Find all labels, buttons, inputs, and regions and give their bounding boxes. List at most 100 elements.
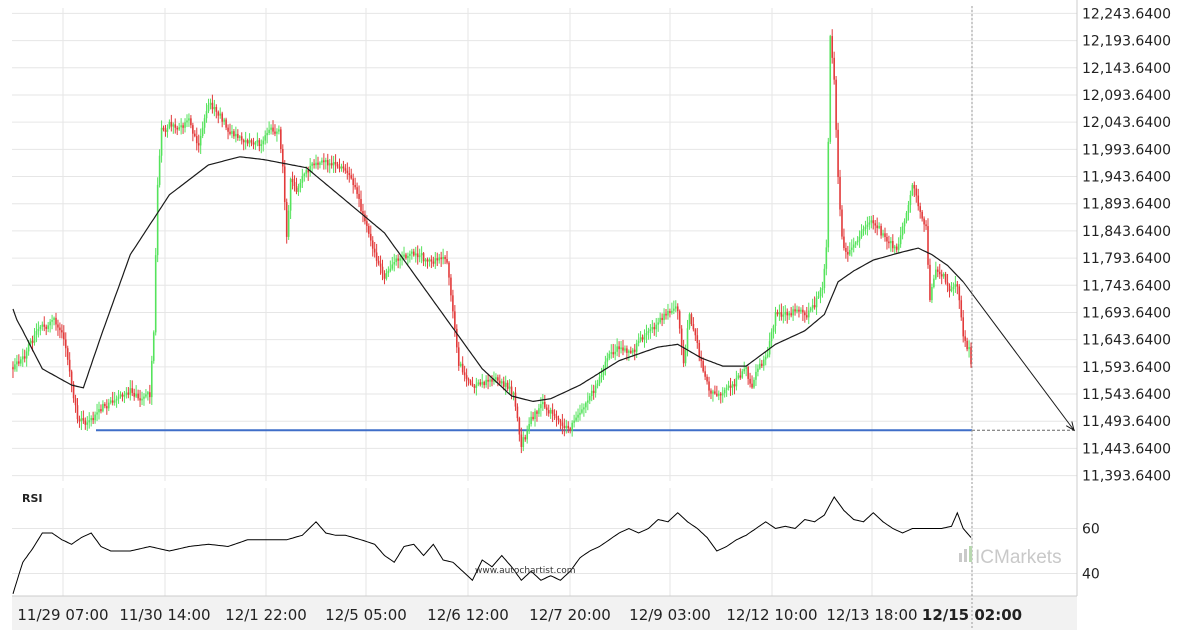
candle-body: [631, 349, 634, 353]
candle-body: [33, 334, 36, 343]
candle-body: [420, 253, 423, 256]
candle-body: [469, 380, 472, 384]
candle-body: [782, 314, 785, 317]
candle-body: [594, 385, 597, 393]
candle-body: [604, 361, 607, 369]
candle-body: [448, 262, 450, 278]
candle-body: [66, 348, 69, 360]
candle-body: [432, 261, 435, 264]
price-tick-label: 11,843.6400: [1082, 224, 1171, 240]
candle-body: [966, 340, 968, 350]
candle-body: [641, 337, 644, 340]
candle-body: [608, 353, 611, 359]
candle-body: [160, 127, 163, 156]
price-tick-label: 11,993.6400: [1082, 142, 1171, 158]
candle-body: [874, 223, 877, 226]
candle-body: [463, 372, 466, 376]
rsi-tick-label: 40: [1082, 567, 1100, 583]
candles-layer: [12, 29, 972, 454]
candle-body: [68, 359, 71, 372]
candle-body: [770, 331, 773, 342]
candle-body: [362, 211, 364, 215]
candle-body: [919, 206, 921, 212]
candle-body: [233, 131, 235, 137]
candle-body: [895, 246, 898, 250]
candle-body: [166, 127, 169, 132]
candle-body: [741, 371, 744, 378]
candle-body: [407, 255, 409, 259]
candle-body: [522, 437, 525, 447]
moving-average-line: [12, 156, 964, 403]
candle-body: [168, 121, 171, 128]
candle-body: [688, 314, 691, 329]
candle-body: [500, 381, 503, 384]
candle-body: [514, 392, 517, 407]
candle-body: [440, 257, 442, 260]
candle-body: [358, 193, 360, 199]
candle-body: [336, 164, 339, 167]
candle-body: [411, 251, 413, 254]
candle-body: [276, 131, 278, 134]
candle-body: [565, 425, 568, 429]
candle-body: [815, 297, 818, 308]
candle-body: [843, 236, 845, 249]
candle-body: [723, 389, 726, 394]
candle-body: [823, 268, 826, 288]
candle-body: [590, 390, 593, 397]
candle-body: [61, 330, 63, 333]
candle-body: [598, 377, 601, 384]
candle-body: [291, 178, 294, 183]
time-tick-label: 12/9 03:00: [629, 606, 711, 624]
candle-body: [477, 382, 480, 385]
candle-body: [12, 367, 14, 370]
candle-body: [862, 229, 865, 232]
candle-body: [244, 140, 247, 143]
price-tick-label: 11,393.6400: [1082, 469, 1171, 485]
candle-body: [690, 314, 693, 325]
candle-body: [221, 113, 223, 122]
candle-body: [839, 177, 841, 210]
candle-body: [145, 394, 147, 397]
candle-body: [360, 198, 362, 212]
candle-body: [456, 328, 458, 348]
candle-body: [152, 332, 155, 361]
svg-text:ICMarkets: ICMarkets: [975, 547, 1062, 568]
candle-body: [86, 422, 89, 425]
candle-body: [944, 273, 947, 283]
candle-body: [76, 405, 79, 420]
candle-body: [890, 241, 892, 244]
candle-body: [950, 288, 953, 292]
candle-body: [119, 394, 122, 397]
candle-body: [92, 418, 94, 421]
candle-body: [213, 107, 216, 110]
candle-body: [888, 241, 890, 244]
candle-body: [698, 342, 701, 357]
candle-body: [620, 347, 622, 350]
candle-body: [659, 317, 661, 323]
candle-body: [475, 384, 478, 388]
candle-body: [567, 425, 570, 429]
candle-body: [917, 195, 920, 207]
candle-body: [281, 149, 284, 167]
candle-body: [53, 317, 55, 320]
candle-body: [262, 140, 265, 145]
candle-body: [180, 125, 182, 128]
candle-body: [80, 418, 83, 422]
candle-body: [303, 173, 306, 176]
candle-body: [827, 141, 830, 248]
candle-body: [354, 184, 356, 188]
candle-body: [454, 311, 456, 329]
candle-body: [393, 262, 396, 265]
candle-body: [549, 409, 552, 414]
candle-body: [929, 264, 931, 301]
candle-body: [954, 284, 957, 287]
candle-body: [149, 392, 151, 398]
candle-body: [796, 309, 798, 312]
candle-body: [968, 347, 970, 350]
candle-body: [272, 127, 274, 132]
candle-body: [158, 155, 161, 185]
candle-body: [882, 233, 884, 236]
candle-body: [104, 403, 106, 407]
candle-body: [315, 162, 317, 166]
candle-body: [209, 102, 212, 105]
